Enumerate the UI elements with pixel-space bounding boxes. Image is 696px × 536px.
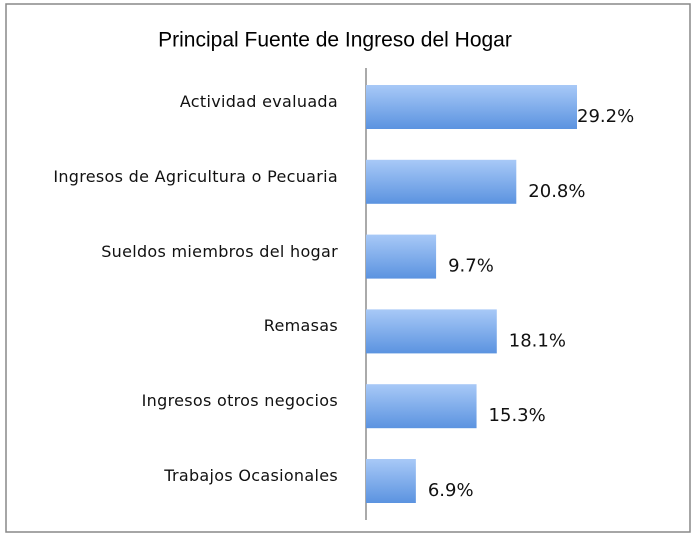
value-label: 9.7% [448,256,494,277]
category-label: Ingresos de Agricultura o Pecuaria [53,166,338,186]
bar [366,384,477,429]
value-label: 15.3% [489,405,546,426]
bar [366,85,577,129]
chart-border [5,3,691,533]
value-label: 20.8% [528,181,585,202]
bar [366,459,416,503]
category-label: Actividad evaluada [179,92,338,111]
category-label: Sueldos miembros del hogar [101,241,338,261]
bar [366,234,437,279]
category-label: Trabajos Ocasionales [164,466,338,485]
value-label: 6.9% [428,480,474,501]
value-label: 29.2% [577,106,634,127]
bar [366,309,497,354]
category-label: Ingresos otros negocios [141,391,338,411]
value-label: 18.1% [509,330,566,351]
category-label: Remasas [263,316,338,336]
chart-title: Principal Fuente de Ingreso del Hogar [158,29,512,52]
bar [366,159,517,204]
